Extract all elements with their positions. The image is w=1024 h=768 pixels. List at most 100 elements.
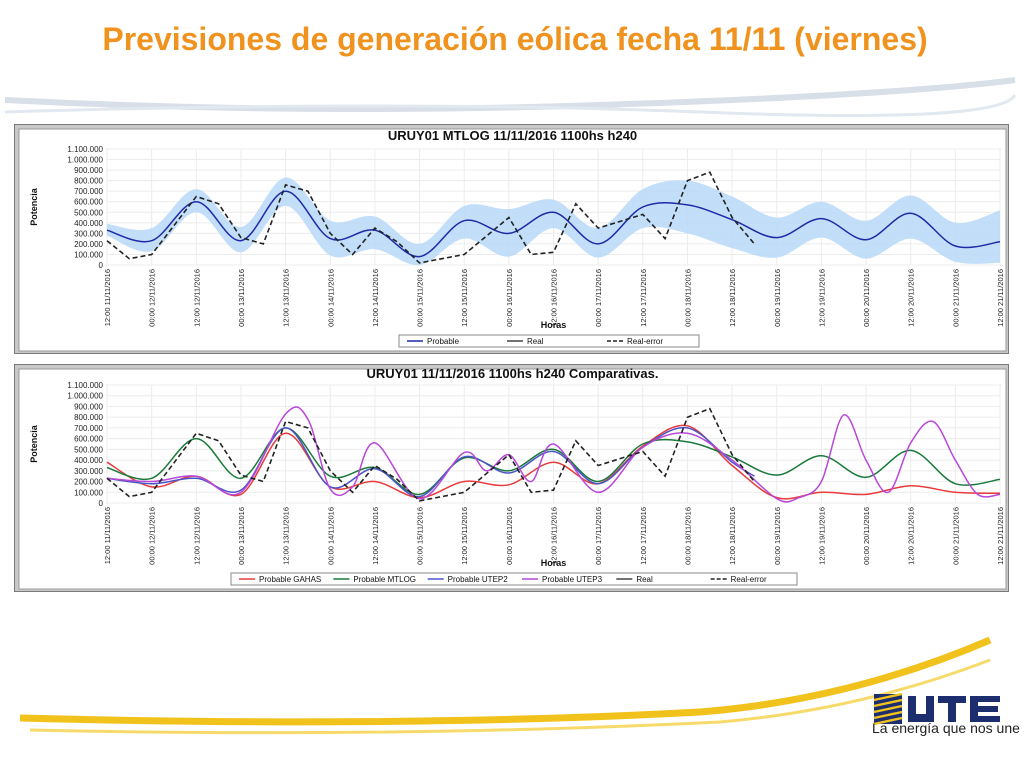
x-tick-label: 00:00 13/11/2016 xyxy=(237,269,246,327)
x-tick-label: 12:00 19/11/2016 xyxy=(817,507,826,565)
legend-entry: Probable UTEP2 xyxy=(448,575,509,584)
x-tick-label: 00:00 13/11/2016 xyxy=(237,507,246,565)
x-tick-label: 12:00 13/11/2016 xyxy=(282,269,291,327)
series-real-error xyxy=(106,407,756,502)
slide-title: Previsiones de generación eólica fecha 1… xyxy=(102,21,928,57)
x-tick-label: 00:00 18/11/2016 xyxy=(683,269,692,327)
x-tick-label: 12:00 17/11/2016 xyxy=(639,269,648,327)
x-tick-label: 00:00 16/11/2016 xyxy=(505,269,514,327)
y-tick-label: 1.000.000 xyxy=(67,392,103,401)
ute-wordmark-icon xyxy=(908,696,1000,722)
y-tick-label: 700.000 xyxy=(74,187,103,196)
x-tick-label: 12:00 21/11/2016 xyxy=(996,269,1005,327)
x-tick-label: 12:00 15/11/2016 xyxy=(460,269,469,327)
x-tick-label: 00:00 12/11/2016 xyxy=(148,507,157,565)
y-tick-label: 1.100.000 xyxy=(67,145,103,154)
ute-logo xyxy=(873,692,1000,726)
x-tick-label: 12:00 16/11/2016 xyxy=(550,269,559,327)
x-tick-label: 12:00 13/11/2016 xyxy=(282,507,291,565)
x-tick-label: 12:00 19/11/2016 xyxy=(817,269,826,327)
x-tick-label: 12:00 17/11/2016 xyxy=(639,507,648,565)
legend-entry: Probable MTLOG xyxy=(353,575,416,584)
x-tick-label: 00:00 20/11/2016 xyxy=(862,269,871,327)
x-tick-label: 12:00 12/11/2016 xyxy=(192,269,201,327)
x-tick-label: 00:00 19/11/2016 xyxy=(773,507,782,565)
x-tick-label: 12:00 14/11/2016 xyxy=(371,269,380,327)
series-probable-utep3 xyxy=(106,406,1001,503)
x-tick-label: 00:00 20/11/2016 xyxy=(862,507,871,565)
chart-comparativas: URUY01 11/11/2016 1100hs h240 Comparativ… xyxy=(18,366,1007,590)
y-axis-label: Potencia xyxy=(29,187,39,226)
x-tick-label: 12:00 12/11/2016 xyxy=(192,507,201,565)
y-tick-label: 900.000 xyxy=(74,166,103,175)
x-tick-label: 00:00 15/11/2016 xyxy=(416,507,425,565)
x-tick-label: 12:00 11/11/2016 xyxy=(103,507,112,564)
x-tick-label: 00:00 18/11/2016 xyxy=(683,507,692,565)
legend-entry: Probable UTEP3 xyxy=(542,575,603,584)
x-tick-label: 00:00 17/11/2016 xyxy=(594,269,603,327)
y-tick-label: 500.000 xyxy=(74,208,103,217)
legend-entry: Probable xyxy=(427,337,460,346)
y-tick-label: 300.000 xyxy=(74,467,103,476)
x-tick-label: 00:00 19/11/2016 xyxy=(773,269,782,327)
y-tick-label: 100.000 xyxy=(74,250,103,259)
x-tick-label: 12:00 16/11/2016 xyxy=(550,507,559,565)
x-axis-label: Horas xyxy=(541,558,567,568)
x-tick-label: 00:00 14/11/2016 xyxy=(326,269,335,327)
y-tick-label: 600.000 xyxy=(74,198,103,207)
y-tick-label: 200.000 xyxy=(74,478,103,487)
legend-entry: Real xyxy=(636,575,653,584)
y-tick-label: 200.000 xyxy=(74,240,103,249)
chart-title: URUY01 11/11/2016 1100hs h240 Comparativ… xyxy=(367,366,659,381)
y-tick-label: 700.000 xyxy=(74,424,103,433)
y-axis-label: Potencia xyxy=(29,424,39,463)
chart-mtlog: URUY01 MTLOG 11/11/2016 1100hs h240 0 100.… xyxy=(18,128,1007,352)
x-axis-label: Horas xyxy=(541,320,567,330)
y-tick-label: 400.000 xyxy=(74,219,103,228)
chart-panel-mtlog: URUY01 MTLOG 11/11/2016 1100hs h240 0 100.… xyxy=(14,124,1009,354)
confidence-band xyxy=(107,177,1000,266)
x-tick-label: 12:00 18/11/2016 xyxy=(728,507,737,565)
slogan: La energía que nos une xyxy=(872,720,1020,736)
legend-entry: Real-error xyxy=(731,575,767,584)
y-tick-label: 1.100.000 xyxy=(67,381,103,390)
x-tick-label: 00:00 21/11/2016 xyxy=(951,507,960,565)
y-tick-label: 500.000 xyxy=(74,445,103,454)
x-tick-label: 00:00 15/11/2016 xyxy=(416,269,425,327)
y-tick-label: 300.000 xyxy=(74,229,103,238)
x-tick-label: 00:00 21/11/2016 xyxy=(951,269,960,327)
x-tick-label: 00:00 14/11/2016 xyxy=(326,507,335,565)
legend xyxy=(398,334,700,348)
x-tick-label: 12:00 20/11/2016 xyxy=(907,269,916,327)
x-tick-label: 12:00 20/11/2016 xyxy=(907,507,916,565)
legend-entry: Probable GAHAS xyxy=(259,575,321,584)
series-probable xyxy=(106,190,1001,258)
legend xyxy=(230,572,798,586)
y-tick-label: 900.000 xyxy=(74,402,103,411)
x-tick-label: 12:00 14/11/2016 xyxy=(371,507,380,565)
series-probable-mtlog xyxy=(106,427,1001,496)
y-tick-label: 800.000 xyxy=(74,177,103,186)
x-tick-label: 12:00 11/11/2016 xyxy=(103,269,112,326)
y-tick-label: 800.000 xyxy=(74,413,103,422)
y-tick-label: 600.000 xyxy=(74,435,103,444)
x-tick-label: 00:00 17/11/2016 xyxy=(594,507,603,565)
x-tick-label: 12:00 21/11/2016 xyxy=(996,507,1005,565)
y-tick-label: 1.000.000 xyxy=(67,156,103,165)
yellow-swoosh xyxy=(19,636,992,726)
x-tick-label: 12:00 18/11/2016 xyxy=(728,269,737,327)
y-tick-label: 0 xyxy=(99,261,104,270)
chart-title: URUY01 MTLOG 11/11/2016 1100hs h240 xyxy=(388,128,637,143)
y-tick-label: 100.000 xyxy=(74,488,103,497)
series-real-error xyxy=(106,171,756,264)
x-tick-label: 12:00 15/11/2016 xyxy=(460,507,469,565)
chart-panel-comparativas: URUY01 11/11/2016 1100hs h240 Comparativ… xyxy=(14,364,1009,592)
y-tick-label: 0 xyxy=(99,499,104,508)
legend-entry: Real-error xyxy=(627,337,663,346)
x-tick-label: 00:00 16/11/2016 xyxy=(505,507,514,565)
ute-emblem-icon xyxy=(873,692,903,726)
y-tick-label: 400.000 xyxy=(74,456,103,465)
legend-entry: Real xyxy=(527,337,544,346)
x-tick-label: 00:00 12/11/2016 xyxy=(148,269,157,327)
series-probable-utep2 xyxy=(106,426,755,498)
